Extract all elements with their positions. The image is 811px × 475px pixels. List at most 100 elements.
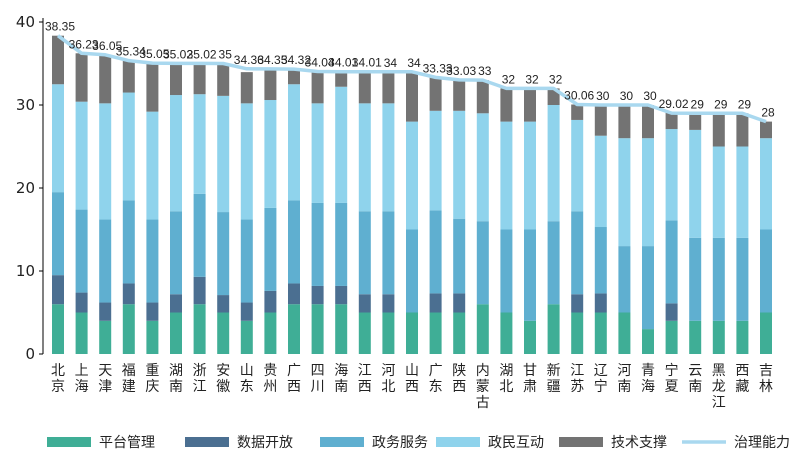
bar-segment bbox=[594, 312, 607, 354]
bar-segment bbox=[760, 121, 772, 139]
bar-segment bbox=[311, 304, 324, 354]
bar-segment bbox=[406, 229, 418, 313]
data-label: 35 bbox=[219, 48, 233, 62]
x-category-label: 浙江 bbox=[193, 363, 207, 395]
bar-segment bbox=[736, 146, 749, 238]
bar-segment bbox=[170, 63, 182, 96]
bar-segment bbox=[122, 304, 135, 354]
bar-segment bbox=[52, 304, 64, 354]
bar-segment bbox=[476, 113, 489, 222]
data-label: 29 bbox=[691, 97, 705, 111]
x-category-label: 陕西 bbox=[452, 363, 466, 395]
bar-segment bbox=[689, 129, 702, 238]
bar-segment bbox=[264, 207, 277, 291]
bar-segment bbox=[193, 63, 206, 95]
data-label: 34.01 bbox=[352, 56, 382, 70]
bar-segment bbox=[500, 229, 513, 313]
bar-segment bbox=[122, 200, 135, 284]
legend-swatch bbox=[436, 437, 480, 447]
bar-segment bbox=[288, 69, 300, 85]
data-label: 30 bbox=[620, 89, 634, 103]
bar-segment bbox=[264, 68, 277, 101]
bar-segment bbox=[193, 193, 206, 277]
y-axis: 0 10 20 30 40 bbox=[16, 13, 44, 363]
bar-segment bbox=[264, 312, 277, 354]
x-category-label: 海南 bbox=[334, 363, 348, 395]
data-label: 29 bbox=[738, 97, 752, 111]
x-category-label: 湖北 bbox=[499, 363, 513, 395]
bar-segment bbox=[500, 312, 513, 354]
x-category-label: 广东 bbox=[429, 363, 443, 395]
data-label: 32 bbox=[502, 72, 516, 86]
bar-segment bbox=[429, 110, 442, 211]
legend-swatch bbox=[47, 437, 91, 447]
data-label: 34.04 bbox=[305, 55, 335, 69]
data-label: 36.05 bbox=[92, 39, 122, 53]
bar-segment bbox=[240, 320, 253, 354]
bar-segment bbox=[99, 54, 112, 104]
bar-segment bbox=[712, 237, 725, 321]
legend-swatch bbox=[185, 437, 229, 447]
bar-segment bbox=[594, 227, 607, 294]
bar-segment bbox=[99, 103, 112, 220]
data-label: 38.35 bbox=[45, 20, 75, 34]
x-category-label: 青海 bbox=[641, 363, 655, 395]
bar-segment bbox=[358, 211, 371, 295]
data-label: 33.03 bbox=[446, 64, 476, 78]
bar-segment bbox=[217, 212, 230, 296]
bar-segment bbox=[146, 320, 159, 354]
bar-segment bbox=[382, 103, 395, 212]
bar-segment bbox=[712, 146, 725, 238]
y-tick-label: 0 bbox=[25, 345, 35, 363]
legend-swatch bbox=[559, 437, 603, 447]
bar-segment bbox=[665, 112, 678, 130]
data-label: 34.35 bbox=[257, 53, 287, 67]
bar-segment bbox=[311, 202, 324, 286]
y-tick-label: 10 bbox=[16, 262, 35, 280]
bar-segment bbox=[240, 302, 253, 321]
bar-segment bbox=[736, 113, 749, 147]
data-label: 35.02 bbox=[163, 47, 193, 61]
bar-segment bbox=[642, 329, 654, 354]
bar-segment bbox=[547, 221, 560, 305]
x-axis-category-labels: 北京上海天津福建重庆湖南浙江安徽山东贵州广西四川海南江西河北山西广东陕西内蒙古湖… bbox=[51, 362, 773, 411]
x-category-label: 福建 bbox=[122, 363, 136, 395]
bar-segment bbox=[335, 86, 348, 203]
bar-segment bbox=[594, 105, 607, 136]
legend-label: 治理能力 bbox=[734, 435, 790, 451]
data-label: 32 bbox=[525, 72, 539, 86]
bar-segment bbox=[760, 138, 772, 230]
bar-segment bbox=[500, 88, 513, 122]
bar-segment bbox=[618, 138, 631, 247]
bar-segment bbox=[571, 211, 584, 295]
bar-segment bbox=[75, 209, 88, 293]
bar-segment bbox=[406, 121, 418, 230]
x-category-label: 广西 bbox=[287, 363, 301, 395]
x-category-label: 黑龙江 bbox=[712, 363, 726, 411]
bar-segment bbox=[689, 113, 702, 130]
bar-segment bbox=[547, 105, 560, 222]
x-category-label: 内蒙古 bbox=[476, 363, 490, 411]
x-category-label: 江西 bbox=[358, 363, 372, 395]
bar-segment bbox=[594, 135, 607, 228]
bar-segment bbox=[311, 71, 324, 104]
bar-segment bbox=[500, 121, 513, 230]
x-category-label: 辽宁 bbox=[594, 363, 608, 395]
bar-segment bbox=[736, 320, 749, 354]
x-category-label: 安徽 bbox=[216, 363, 230, 395]
x-category-label: 山东 bbox=[240, 363, 254, 395]
total-line-layer bbox=[56, 34, 767, 124]
bar-segment bbox=[122, 283, 135, 305]
data-label: 33 bbox=[478, 64, 492, 78]
y-tick-label: 40 bbox=[16, 13, 35, 31]
x-category-label: 四川 bbox=[311, 363, 325, 395]
x-category-label: 宁夏 bbox=[665, 362, 679, 395]
x-category-label: 上海 bbox=[75, 363, 89, 395]
bar-segment bbox=[571, 312, 584, 354]
bar-segment bbox=[453, 312, 466, 354]
bar-segment bbox=[146, 302, 159, 321]
bar-segment bbox=[146, 63, 159, 112]
bar-segment bbox=[170, 211, 182, 295]
bar-segment bbox=[170, 294, 182, 313]
legend-label: 平台管理 bbox=[99, 435, 155, 451]
